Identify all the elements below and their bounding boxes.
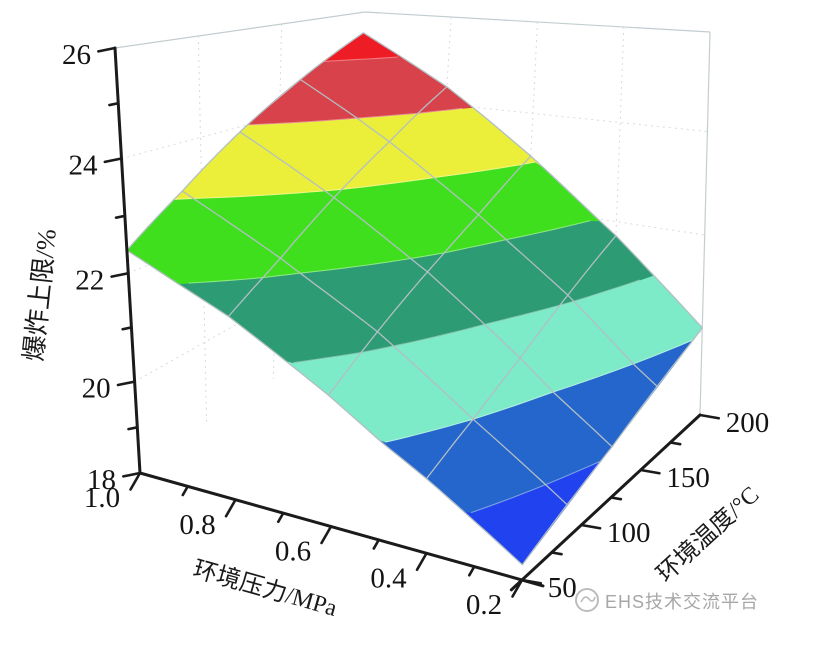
y-tick-label: 50 — [548, 572, 577, 604]
watermark: EHS技术交流平台 — [575, 588, 760, 614]
y-major-tick — [698, 413, 721, 420]
x-major-tick — [129, 471, 142, 491]
z-tick-label: 18 — [87, 464, 116, 496]
x-major-tick — [224, 498, 237, 518]
z-axis-line — [113, 46, 142, 475]
x-tick-label: 1.0 — [84, 482, 120, 514]
x-minor-tick — [276, 511, 285, 524]
watermark-logo-icon — [575, 588, 599, 612]
x-major-tick — [511, 578, 524, 598]
tick-labels: 18 20 22 24 26 1.0 0.8 0.6 0.4 0.2 50 100 150 200 — [62, 39, 769, 621]
contour-line-23 — [174, 161, 536, 200]
z-minor-tick — [127, 426, 139, 431]
z-axis-title: 爆炸上限/% — [19, 227, 62, 362]
z-major-tick — [97, 46, 117, 53]
contour-line-19 — [470, 460, 602, 514]
contour-lines — [174, 56, 694, 514]
box-edge-right-vertical — [699, 31, 711, 416]
x-tick-label: 0.4 — [370, 562, 407, 594]
mesh-line-temperature — [181, 190, 568, 506]
z-minor-tick — [114, 214, 127, 219]
x-axis-line — [138, 471, 545, 588]
contour-line-20 — [385, 339, 694, 443]
y-axis-line — [509, 413, 702, 592]
x-minor-tick — [372, 538, 381, 550]
x-minor-tick — [181, 485, 190, 497]
z-tick-label: 22 — [75, 264, 104, 296]
x-tick-label: 0.2 — [466, 589, 502, 621]
y-major-tick — [580, 523, 602, 530]
y-major-tick — [639, 468, 661, 475]
z-tick-label: 20 — [82, 373, 111, 405]
z-major-tick — [110, 271, 130, 278]
z-tick-label: 24 — [69, 150, 99, 182]
x-tick-label: 0.8 — [179, 509, 215, 541]
watermark-text: EHS技术交流平台 — [605, 592, 759, 612]
surface-mesh — [126, 32, 703, 566]
y-tick-label: 150 — [666, 462, 710, 494]
z-minor-tick — [121, 326, 133, 331]
x-major-tick — [415, 551, 428, 572]
y-minor-tick — [550, 551, 563, 556]
axes — [97, 46, 721, 598]
mesh-line-temperature — [126, 249, 523, 566]
contour-line-24 — [247, 107, 463, 126]
mesh-line-temperature — [300, 78, 658, 387]
contour-line-22 — [188, 220, 591, 284]
contour-line-25 — [323, 56, 399, 62]
x-axis-title: 环境压力/MPa — [190, 556, 340, 622]
z-minor-tick — [108, 101, 120, 107]
x-major-tick — [320, 525, 333, 545]
surface-bands — [126, 32, 703, 566]
y-minor-tick — [669, 441, 682, 446]
z-major-tick — [122, 471, 142, 478]
mesh-line-temperature — [239, 131, 613, 448]
contour-line-21 — [293, 279, 640, 364]
x-minor-tick — [467, 565, 476, 577]
y-tick-label: 200 — [726, 407, 770, 439]
box-edge-top-left — [114, 11, 366, 49]
wall-gridline-t-left — [197, 35, 208, 427]
x-tick-label: 0.6 — [275, 536, 311, 568]
y-axis-title: 环境温度/°C — [652, 481, 765, 588]
watermark-logo-glyph — [580, 596, 596, 603]
z-tick-label: 26 — [62, 39, 91, 71]
z-major-tick — [116, 380, 136, 387]
y-minor-tick — [609, 496, 623, 501]
y-major-tick — [520, 578, 543, 585]
z-major-tick — [103, 157, 123, 164]
mesh-line-temperature — [363, 32, 703, 329]
y-tick-label: 100 — [607, 517, 651, 549]
